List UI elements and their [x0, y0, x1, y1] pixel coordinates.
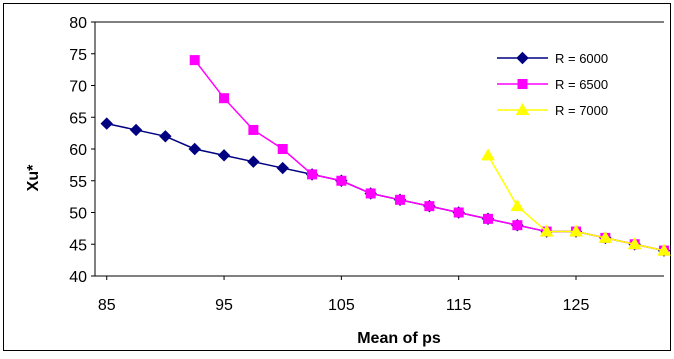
data-point: [512, 220, 523, 231]
data-point: [657, 243, 671, 256]
legend-label: R = 6000: [555, 51, 608, 66]
legend-item: R = 7000: [497, 102, 608, 118]
data-point: [188, 142, 201, 156]
legend-marker: [515, 102, 530, 115]
data-point: [510, 199, 525, 212]
legend-item: R = 6000: [497, 51, 608, 66]
data-point: [627, 237, 642, 250]
y-tick-label: 40: [69, 269, 87, 286]
data-point: [539, 224, 554, 237]
y-axis-title: Xu*: [25, 164, 42, 191]
y-tick-label: 70: [69, 79, 87, 96]
data-point: [217, 149, 231, 162]
plot-ticks: 40 45 50 55 60 65 70 75 80 85 95 105 115 125: [69, 15, 589, 314]
x-axis-title: Mean of ps: [357, 330, 441, 347]
data-point: [100, 117, 113, 130]
legend: R = 6000 R = 6500 R = 7000: [497, 51, 608, 118]
plot-series: [100, 55, 671, 257]
x-tick-label: 85: [98, 297, 116, 314]
y-tick-label: 65: [69, 110, 87, 127]
x-tick-label: 95: [215, 297, 233, 314]
legend-label: R = 6500: [555, 77, 608, 92]
data-point: [336, 175, 347, 186]
data-point: [307, 169, 318, 180]
data-point: [453, 207, 464, 218]
data-point: [395, 194, 406, 205]
data-point: [189, 55, 200, 66]
x-tick-label: 105: [328, 297, 355, 314]
data-point: [159, 130, 172, 143]
legend-marker: [517, 79, 528, 89]
x-tick-label: 125: [563, 297, 590, 314]
y-tick-label: 45: [69, 237, 87, 254]
data-point: [569, 224, 583, 237]
series-3: [481, 148, 671, 256]
data-point: [365, 188, 376, 199]
data-point: [276, 161, 289, 175]
data-point: [598, 230, 613, 243]
y-tick-label: 55: [69, 174, 87, 191]
y-tick-label: 80: [69, 15, 87, 32]
legend-label: R = 7000: [555, 103, 608, 118]
data-point: [483, 213, 494, 224]
data-point: [248, 124, 259, 135]
y-tick-label: 75: [69, 47, 87, 64]
data-point: [129, 123, 143, 137]
data-point: [277, 144, 288, 154]
x-tick-label: 115: [446, 297, 472, 314]
legend-marker: [516, 51, 529, 65]
y-tick-label: 60: [69, 142, 87, 159]
data-point: [219, 93, 230, 104]
data-point: [247, 155, 260, 168]
data-point: [481, 148, 495, 161]
y-tick-label: 50: [69, 206, 87, 223]
data-point: [424, 201, 435, 212]
legend-item: R = 6500: [497, 77, 608, 92]
